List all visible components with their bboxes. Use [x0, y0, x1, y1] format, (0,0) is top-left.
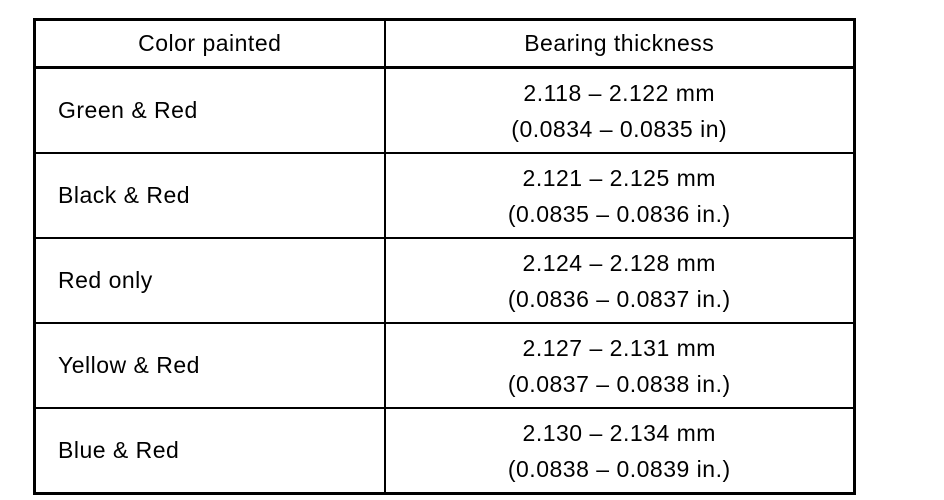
table-row: Yellow & Red 2.127 – 2.131 mm (0.0837 – … [33, 322, 856, 409]
color-painted-value: Black & Red [33, 152, 386, 239]
color-painted-value: Red only [33, 237, 386, 324]
bearing-thickness-value: 2.124 – 2.128 mm (0.0836 – 0.0837 in.) [383, 237, 856, 324]
bearing-thickness-value: 2.121 – 2.125 mm (0.0835 – 0.0836 in.) [383, 152, 856, 239]
thickness-mm-text: 2.121 – 2.125 mm [522, 164, 716, 191]
color-painted-value: Green & Red [33, 66, 386, 154]
table-row: Red only 2.124 – 2.128 mm (0.0836 – 0.08… [33, 237, 856, 324]
column-header-color-painted: Color painted [33, 18, 386, 69]
thickness-in-text: (0.0834 – 0.0835 in) [511, 115, 728, 142]
bearing-thickness-value: 2.127 – 2.131 mm (0.0837 – 0.0838 in.) [383, 322, 856, 409]
table-header-row: Color painted Bearing thickness [33, 18, 856, 69]
thickness-in-text: (0.0837 – 0.0838 in.) [507, 370, 731, 397]
thickness-in-text: (0.0836 – 0.0837 in.) [507, 285, 731, 312]
thickness-in-text: (0.0835 – 0.0836 in.) [507, 200, 731, 227]
table-row: Black & Red 2.121 – 2.125 mm (0.0835 – 0… [33, 152, 856, 239]
thickness-in-text: (0.0838 – 0.0839 in.) [507, 455, 731, 482]
color-painted-value: Blue & Red [33, 407, 386, 495]
bearing-thickness-value: 2.118 – 2.122 mm (0.0834 – 0.0835 in) [383, 66, 856, 154]
thickness-mm-text: 2.118 – 2.122 mm [523, 79, 716, 106]
thickness-mm-text: 2.130 – 2.134 mm [522, 419, 716, 446]
bearing-thickness-value: 2.130 – 2.134 mm (0.0838 – 0.0839 in.) [383, 407, 856, 495]
table-row: Green & Red 2.118 – 2.122 mm (0.0834 – 0… [33, 66, 856, 154]
table-row: Blue & Red 2.130 – 2.134 mm (0.0838 – 0.… [33, 407, 856, 495]
color-painted-value: Yellow & Red [33, 322, 386, 409]
thickness-mm-text: 2.127 – 2.131 mm [522, 334, 716, 361]
column-header-bearing-thickness: Bearing thickness [383, 18, 856, 69]
bearing-thickness-table: Color painted Bearing thickness Green & … [33, 18, 856, 495]
thickness-mm-text: 2.124 – 2.128 mm [522, 249, 716, 276]
